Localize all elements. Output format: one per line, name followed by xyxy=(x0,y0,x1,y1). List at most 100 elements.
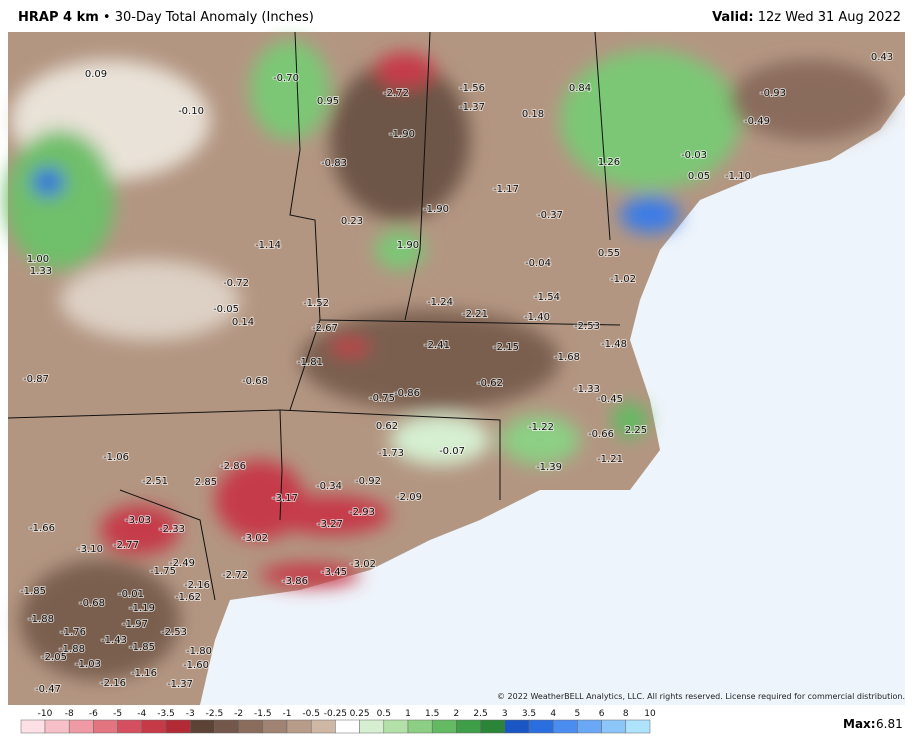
legend-swatch xyxy=(68,719,94,734)
anomaly-label: -1.73 xyxy=(378,448,404,459)
legend-swatch xyxy=(407,719,433,734)
anomaly-label: -2.49 xyxy=(169,558,195,569)
anomaly-label: 2.85 xyxy=(195,477,217,488)
valid-label: Valid: xyxy=(712,10,754,25)
anomaly-label: -2.53 xyxy=(161,627,187,638)
anomaly-label: -0.68 xyxy=(242,376,268,387)
legend-swatch xyxy=(528,719,554,734)
anomaly-label: -0.05 xyxy=(213,304,239,315)
anomaly-label: -3.10 xyxy=(77,544,103,555)
anomaly-label: -1.19 xyxy=(129,603,155,614)
anomaly-label: -1.97 xyxy=(122,619,148,630)
legend-tick: 0.25 xyxy=(350,709,370,719)
legend-swatch xyxy=(262,719,288,734)
anomaly-label: 0.18 xyxy=(522,109,544,120)
anomaly-label: -0.66 xyxy=(588,429,614,440)
legend-swatch xyxy=(20,719,46,734)
anomaly-label: -1.88 xyxy=(59,644,85,655)
anomaly-label: -2.93 xyxy=(349,507,375,518)
anomaly-label: -2.77 xyxy=(113,540,139,551)
legend-swatch xyxy=(189,719,215,734)
legend-tick: -1 xyxy=(283,709,292,719)
anomaly-label: 0.95 xyxy=(317,96,339,107)
anomaly-label: 0.43 xyxy=(871,52,893,63)
anomaly-label: -0.34 xyxy=(316,481,342,492)
anomaly-label: -1.75 xyxy=(150,566,176,577)
valid-time: 12z Wed 31 Aug 2022 xyxy=(757,10,901,25)
legend-swatch xyxy=(335,719,360,734)
anomaly-label: -0.87 xyxy=(23,374,49,385)
anomaly-label: -3.02 xyxy=(242,533,268,544)
anomaly-label: -1.88 xyxy=(28,614,54,625)
anomaly-label: -1.52 xyxy=(303,298,329,309)
valid: Valid: 12z Wed 31 Aug 2022 xyxy=(712,10,901,25)
anomaly-label: 0.09 xyxy=(85,69,107,80)
anomaly-label: 0.84 xyxy=(569,83,591,94)
anomaly-label: -1.80 xyxy=(186,646,212,657)
legend-swatch xyxy=(456,719,481,734)
anomaly-label: 1.00 xyxy=(27,254,49,265)
anomaly-label: -1.48 xyxy=(601,339,627,350)
anomaly-label: 2.25 xyxy=(625,425,647,436)
anomaly-label: -3.86 xyxy=(282,576,308,587)
legend-tick: 3 xyxy=(502,709,508,719)
anomaly-label: -0.45 xyxy=(597,394,623,405)
anomaly-label: -1.03 xyxy=(75,659,101,670)
anomaly-label: 0.23 xyxy=(341,216,363,227)
anomaly-label: -0.47 xyxy=(35,684,61,695)
anomaly-label: -2.16 xyxy=(184,580,210,591)
anomaly-label: -3.45 xyxy=(321,567,347,578)
legend-tick: -3.5 xyxy=(157,709,175,719)
anomaly-label: 1.90 xyxy=(397,240,419,251)
anomaly-label: -3.17 xyxy=(272,493,298,504)
anomaly-label: -2.33 xyxy=(159,524,185,535)
anomaly-label: -1.06 xyxy=(103,452,129,463)
anomaly-label: -0.83 xyxy=(321,158,347,169)
anomaly-label: -1.56 xyxy=(459,83,485,94)
anomaly-label: -0.01 xyxy=(118,589,144,600)
anomaly-label: -1.37 xyxy=(459,102,485,113)
anomaly-label: -2.53 xyxy=(574,321,600,332)
anomaly-label: -0.92 xyxy=(355,476,381,487)
copyright: © 2022 WeatherBELL Analytics, LLC. All r… xyxy=(497,692,905,701)
anomaly-label: -1.24 xyxy=(427,297,453,308)
legend-tick: 4 xyxy=(550,709,556,719)
anomaly-label: -2.67 xyxy=(312,323,338,334)
legend-tick: 6 xyxy=(599,709,605,719)
anomaly-label: 0.62 xyxy=(376,421,398,432)
anomaly-label: -0.62 xyxy=(477,378,503,389)
separator: • xyxy=(102,10,111,25)
legend-swatch xyxy=(480,719,506,734)
legend-swatch xyxy=(601,719,627,734)
anomaly-label: -1.66 xyxy=(29,523,55,534)
legend-tick: 5 xyxy=(575,709,581,719)
legend-tick: -10 xyxy=(38,709,53,719)
anomaly-label: -2.41 xyxy=(424,340,450,351)
anomaly-label: -1.39 xyxy=(536,462,562,473)
legend-tick: -0.25 xyxy=(324,709,347,719)
legend-swatch xyxy=(359,719,385,734)
legend-tick: 1.5 xyxy=(425,709,439,719)
anomaly-label: -0.03 xyxy=(681,150,707,161)
anomaly-label: -2.09 xyxy=(396,492,422,503)
legend-tick: -3 xyxy=(186,709,195,719)
anomaly-label: -1.37 xyxy=(167,679,193,690)
legend-tick: 2.5 xyxy=(473,709,487,719)
anomaly-label: -1.22 xyxy=(528,422,554,433)
anomaly-label: -3.03 xyxy=(125,515,151,526)
legend-tick: -1.5 xyxy=(254,709,272,719)
legend-swatch xyxy=(552,719,578,734)
legend-tick: -5 xyxy=(113,709,122,719)
legend-tick: 3.5 xyxy=(522,709,536,719)
legend-swatch xyxy=(383,719,409,734)
legend-swatch xyxy=(238,719,264,734)
legend-tick: -0.5 xyxy=(302,709,320,719)
legend-tick: -2 xyxy=(234,709,243,719)
header: HRAP 4 km • 30-Day Total Anomaly (Inches… xyxy=(18,10,314,25)
legend-swatch xyxy=(93,719,118,734)
anomaly-label: -2.05 xyxy=(41,652,67,663)
anomaly-label: -3.27 xyxy=(317,519,343,530)
precip-field xyxy=(5,40,890,680)
legend-tick: -2.5 xyxy=(206,709,224,719)
anomaly-label: -2.15 xyxy=(493,342,519,353)
